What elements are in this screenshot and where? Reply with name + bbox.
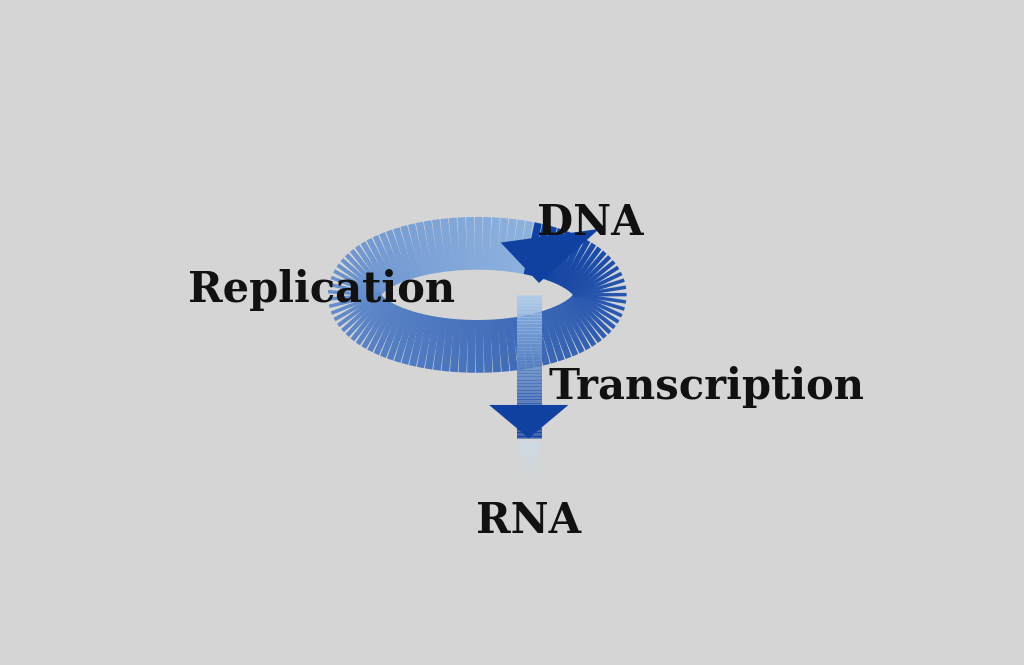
Polygon shape	[489, 405, 568, 438]
Text: Transcription: Transcription	[549, 366, 864, 408]
Text: RNA: RNA	[476, 499, 582, 542]
Polygon shape	[501, 229, 599, 283]
Text: DNA: DNA	[537, 202, 643, 244]
Text: Replication: Replication	[187, 269, 455, 311]
